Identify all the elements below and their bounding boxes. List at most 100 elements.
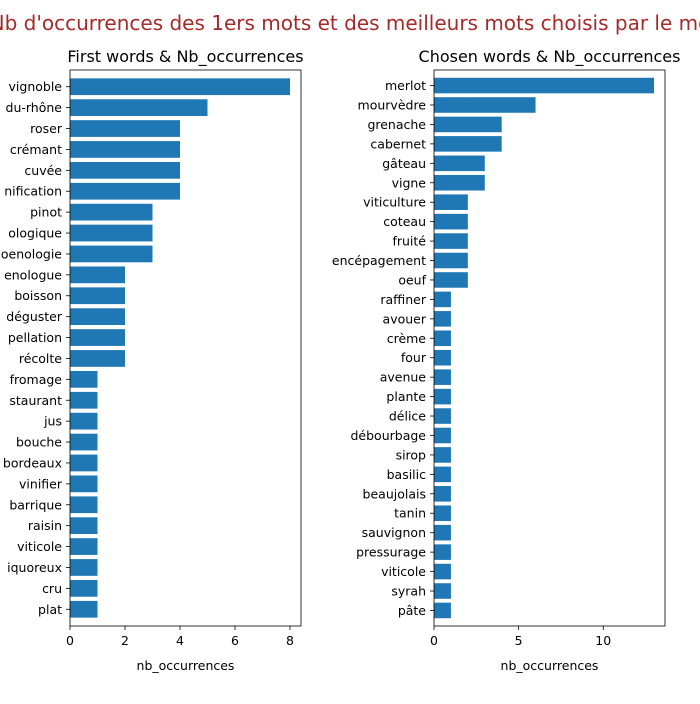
bar-plat [70, 600, 98, 618]
y-tick-label: pressurage [356, 545, 426, 560]
bar-gâteau [434, 155, 485, 172]
y-tick-label: iquoreux [7, 560, 62, 575]
bar-cuvée [70, 161, 180, 179]
y-tick-label: encépagement [332, 253, 426, 268]
y-tick-label: cru [42, 581, 62, 596]
y-tick-label: crème [387, 331, 427, 346]
bar-beaujolais [434, 486, 451, 502]
bar-pellation [70, 329, 125, 346]
bar-avouer [434, 311, 451, 327]
y-tick-label: merlot [385, 78, 426, 93]
bar-crème [434, 330, 451, 347]
bar-jus [70, 412, 98, 430]
y-tick-label: ologique [8, 226, 62, 241]
bar-cabernet [434, 136, 502, 152]
y-tick-label: roser [30, 121, 63, 136]
bar-déguster [70, 308, 125, 326]
figure-suptitle: Nb d'occurrences des 1ers mots et des me… [0, 11, 700, 35]
y-tick-label: four [401, 350, 427, 365]
y-tick-label: mourvèdre [358, 97, 427, 112]
y-tick-label: staurant [9, 393, 62, 408]
y-tick-label: viticole [17, 539, 62, 554]
y-tick-label: gâteau [382, 156, 426, 171]
bar-mourvèdre [434, 97, 536, 113]
y-tick-label: basilic [387, 467, 427, 482]
bar-fromage [70, 370, 98, 388]
bar-viticole [434, 563, 451, 580]
bar-fruité [434, 233, 468, 249]
bar-iquoreux [70, 559, 98, 576]
y-tick-label: syrah [391, 584, 426, 599]
bar-viticulture [434, 194, 468, 210]
bar-pâte [434, 602, 451, 619]
y-tick-label: fruité [392, 234, 426, 249]
bar-récolte [70, 350, 125, 367]
bar-four [434, 349, 451, 366]
y-tick-label: récolte [19, 351, 62, 366]
axes-frame [69, 69, 302, 627]
bar-oenologie [70, 245, 153, 263]
y-tick-label: bouche [16, 435, 62, 450]
y-tick-label: pâte [398, 603, 426, 618]
chart-title: Chosen words & Nb_occurrences [419, 47, 681, 67]
y-tick-label: boisson [14, 288, 62, 303]
bar-vignoble [70, 78, 290, 96]
bar-sauvignon [434, 524, 451, 541]
y-tick-label: vigne [392, 175, 427, 190]
bar-barrique [70, 496, 98, 514]
y-tick-label: fromage [10, 372, 63, 387]
y-tick-label: raffiner [380, 292, 426, 307]
bar-crémant [70, 141, 180, 158]
bar-bordeaux [70, 454, 98, 472]
y-tick-label: jus [43, 414, 62, 429]
x-tick-label: 0 [66, 633, 74, 648]
bar-pressurage [434, 544, 451, 560]
x-tick-label: 4 [176, 633, 184, 648]
bar-tanin [434, 505, 451, 522]
x-tick-label: 10 [595, 633, 611, 648]
x-tick-label: 8 [286, 633, 294, 648]
y-tick-label: délice [389, 409, 426, 424]
x-tick-label: 2 [121, 633, 129, 648]
bar-pinot [70, 203, 153, 221]
y-tick-label: oeuf [398, 272, 426, 287]
bar-raisin [70, 517, 98, 535]
y-tick-label: coteau [383, 214, 426, 229]
y-tick-label: crémant [10, 142, 62, 157]
y-tick-label: avenue [380, 370, 427, 385]
y-tick-label: déguster [6, 309, 63, 324]
y-tick-label: raisin [28, 518, 62, 533]
y-tick-label: plat [38, 602, 62, 617]
bar-délice [434, 408, 451, 424]
y-tick-label: sauvignon [362, 525, 426, 540]
chart-title: First words & Nb_occurrences [67, 47, 303, 67]
bar-encépagement [434, 252, 468, 269]
bar-vinifier [70, 475, 98, 493]
bar-syrah [434, 583, 451, 599]
y-tick-label: oenologie [1, 246, 62, 261]
bar-grenache [434, 116, 502, 133]
y-tick-label: avouer [383, 311, 427, 326]
y-tick-label: grenache [367, 117, 426, 132]
bar-boisson [70, 287, 125, 305]
bar-enologue [70, 266, 125, 284]
bar-ologique [70, 224, 153, 242]
x-axis-label: nb_occurrences [137, 658, 235, 673]
bar-raffiner [434, 291, 451, 308]
bar-vigne [434, 174, 485, 191]
bar-débourbage [434, 427, 451, 444]
bar-nification [70, 182, 180, 200]
y-tick-label: vignoble [9, 79, 63, 94]
bar-roser [70, 120, 180, 137]
y-tick-label: enologue [4, 267, 62, 282]
y-tick-label: pinot [30, 205, 62, 220]
bar-basilic [434, 466, 451, 483]
x-tick-label: 5 [515, 633, 523, 648]
bar-sirop [434, 447, 451, 463]
y-tick-label: barrique [9, 497, 62, 512]
panel-chosen-words: merlot mourvèdre grenache cabernet gâteau vig… [332, 47, 681, 673]
y-tick-label: cuvée [24, 163, 62, 178]
bar-merlot [434, 77, 654, 94]
